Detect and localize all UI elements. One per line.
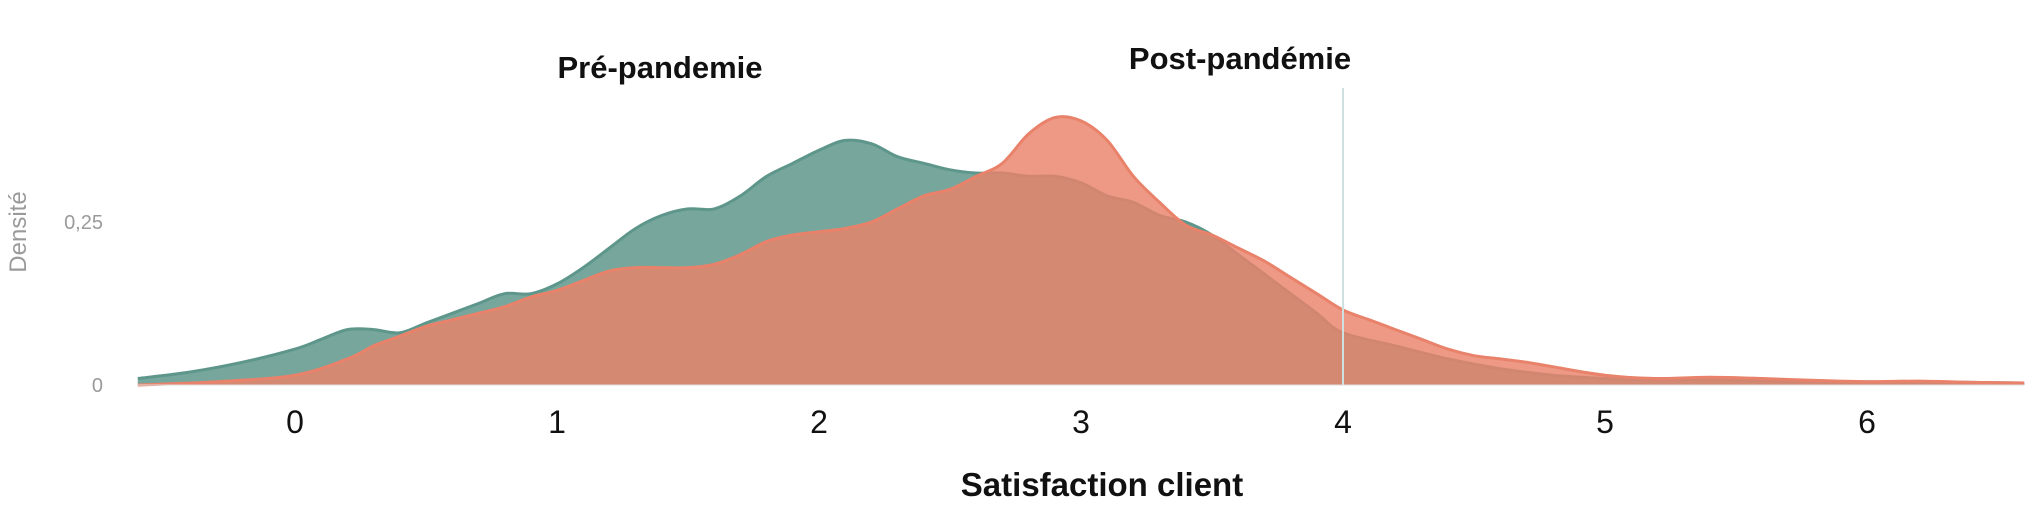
x-tick-label: 5 bbox=[1596, 404, 1614, 440]
density-line-series-1 bbox=[137, 115, 2025, 387]
density-areas bbox=[137, 115, 2025, 387]
series-label-pre-pandemie: Pré-pandemie bbox=[557, 50, 762, 85]
x-tick-label: 1 bbox=[548, 404, 566, 440]
series-label-post-pandemie: Post-pandémie bbox=[1129, 41, 1351, 76]
x-tick-label: 3 bbox=[1072, 404, 1090, 440]
y-axis-label: Densité bbox=[5, 191, 32, 272]
x-axis-label: Satisfaction client bbox=[961, 466, 1243, 503]
y-tick-label: 0,25 bbox=[64, 212, 103, 234]
y-tick-label: 0 bbox=[92, 375, 103, 397]
x-axis-ticks: 0 1 2 3 4 5 6 bbox=[286, 404, 1876, 440]
x-tick-label: 6 bbox=[1858, 404, 1876, 440]
density-area-series-1 bbox=[137, 116, 2025, 385]
x-tick-label: 0 bbox=[286, 404, 304, 440]
y-axis-ticks: 00,25 bbox=[64, 212, 103, 397]
x-tick-label: 4 bbox=[1334, 404, 1352, 440]
x-tick-label: 2 bbox=[810, 404, 828, 440]
